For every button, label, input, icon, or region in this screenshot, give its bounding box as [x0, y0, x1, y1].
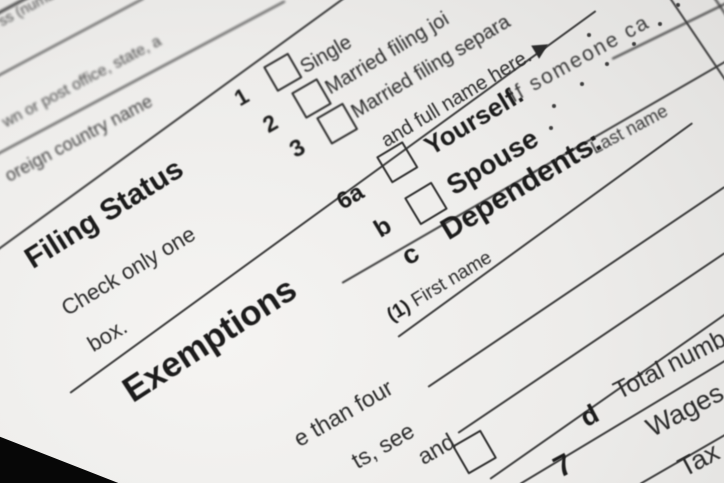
filing-status-helper-line2: box. — [82, 313, 132, 357]
exemptions-note-fragment-3: and — [413, 428, 460, 470]
dependents-col1-header: (1) First name — [383, 247, 495, 326]
item-6b-number: b — [368, 211, 397, 244]
item-2-number: 2 — [258, 108, 283, 138]
leader-dot — [605, 62, 609, 66]
row-7-number: 7 — [548, 447, 579, 483]
exemptions-note-fragment-2: ts, see — [347, 417, 419, 474]
item-6c-number: c — [395, 237, 425, 272]
row-8-label-fragment: Tax — [673, 436, 724, 483]
rule-line — [0, 0, 363, 252]
leader-dot — [658, 22, 662, 26]
item-1-number: 1 — [230, 83, 254, 111]
check-here-checkbox[interactable] — [452, 429, 498, 475]
rule-line — [0, 0, 286, 158]
leader-dot — [587, 33, 591, 37]
item-6a-number: 6a — [331, 178, 369, 216]
leader-dot — [580, 82, 584, 86]
item-3-number: 3 — [285, 133, 311, 164]
leader-dot — [676, 3, 680, 7]
leader-dot — [549, 126, 553, 130]
paper-corner-background — [0, 432, 172, 483]
leader-dot — [632, 42, 636, 46]
row-d-number: d — [575, 398, 604, 433]
yourself-checkbox[interactable] — [376, 141, 419, 184]
leader-dot — [552, 104, 556, 108]
